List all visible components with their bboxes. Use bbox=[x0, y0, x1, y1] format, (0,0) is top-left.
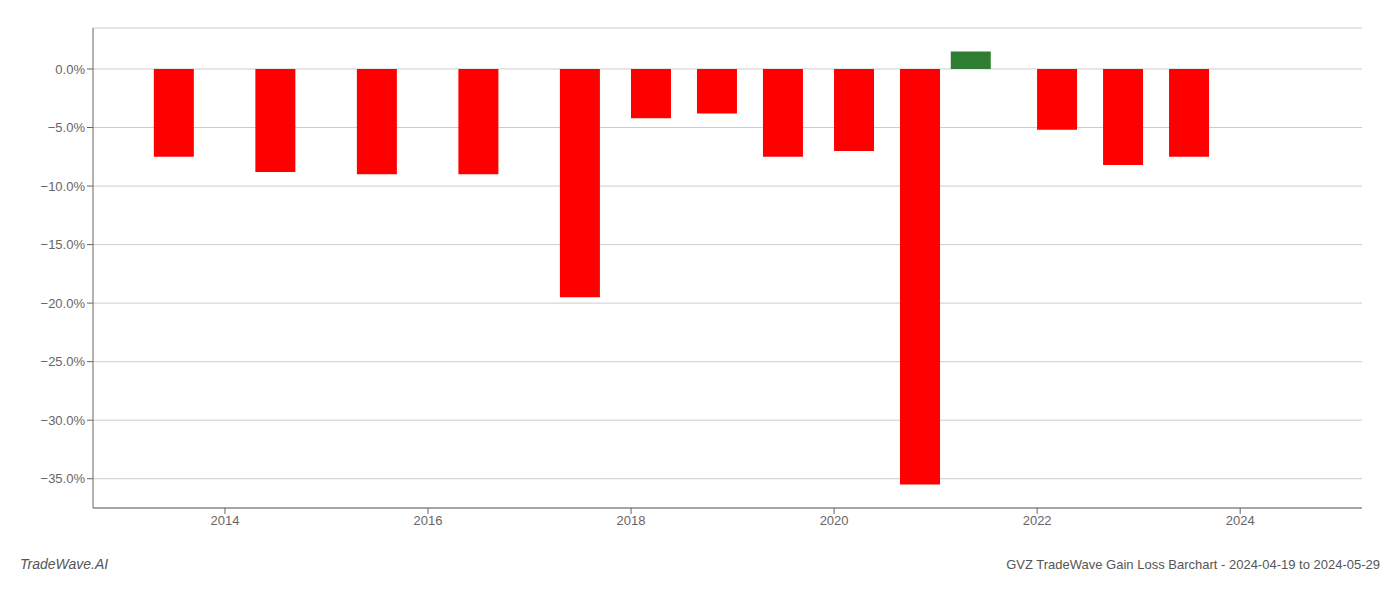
html-text:TradeWave.AI: TradeWave.AI bbox=[20, 556, 109, 572]
svg-text:−10.0%: −10.0% bbox=[41, 179, 86, 194]
svg-text:2014: 2014 bbox=[211, 513, 240, 528]
svg-text:2018: 2018 bbox=[617, 513, 646, 528]
svg-text:−20.0%: −20.0% bbox=[41, 296, 86, 311]
html-text:GVZ TradeWave Gain Loss Barcha: GVZ TradeWave Gain Loss Barchart - 2024-… bbox=[1006, 557, 1380, 572]
svg-text:2016: 2016 bbox=[414, 513, 443, 528]
svg-text:−15.0%: −15.0% bbox=[41, 237, 86, 252]
svg-text:−35.0%: −35.0% bbox=[41, 471, 86, 486]
svg-text:2020: 2020 bbox=[820, 513, 849, 528]
svg-text:0.0%: 0.0% bbox=[55, 62, 85, 77]
svg-text:−30.0%: −30.0% bbox=[41, 413, 86, 428]
svg-text:2022: 2022 bbox=[1023, 513, 1052, 528]
svg-text:−5.0%: −5.0% bbox=[48, 120, 86, 135]
svg-text:2024: 2024 bbox=[1226, 513, 1255, 528]
svg-text:−25.0%: −25.0% bbox=[41, 354, 86, 369]
